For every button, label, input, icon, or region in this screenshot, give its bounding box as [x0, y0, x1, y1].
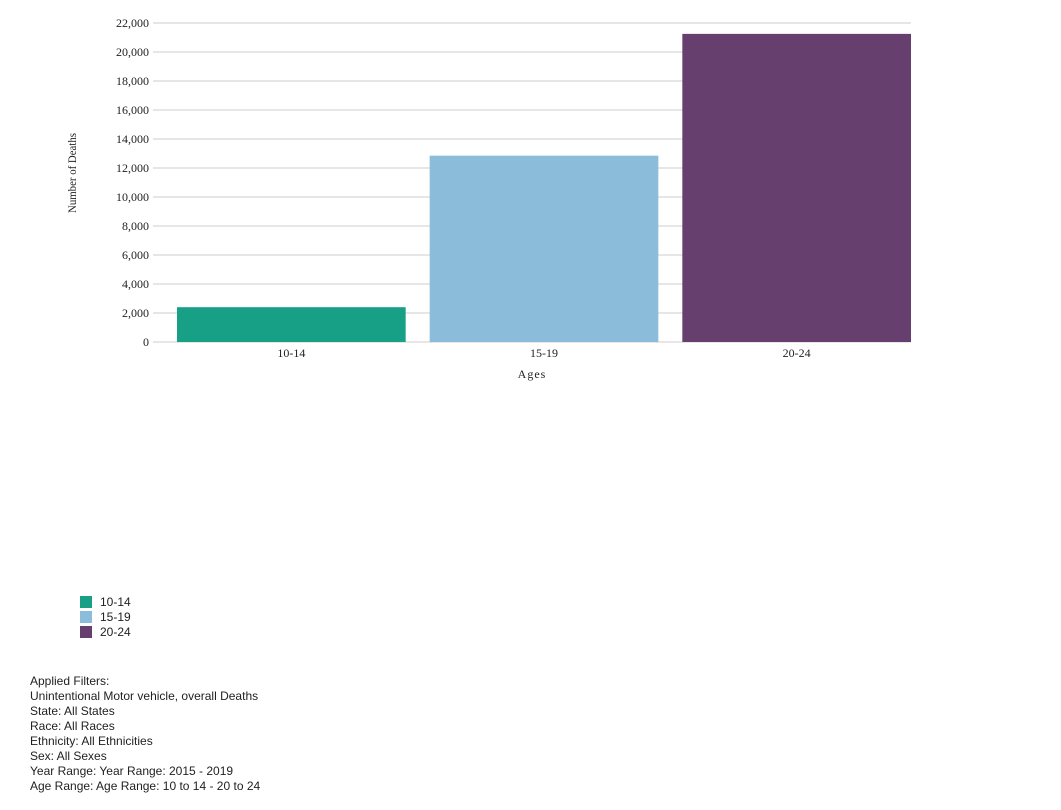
legend-item: 10-14 [80, 594, 131, 609]
filter-state: State: All States [30, 704, 115, 718]
filter-year-range: Year Range: Year Range: 2015 - 2019 [30, 764, 234, 778]
filters-heading: Applied Filters: [30, 674, 110, 688]
legend-swatch [80, 625, 92, 638]
bar-15-19 [429, 155, 659, 342]
y-tick-label: 20,000 [116, 45, 149, 59]
y-tick-label: 12,000 [116, 161, 149, 175]
x-axis-ticks: 10-14 15-19 20-24 [277, 346, 810, 360]
y-tick-label: 22,000 [116, 16, 149, 30]
legend-item: 15-19 [80, 609, 131, 624]
y-tick-label: 10,000 [116, 190, 149, 204]
bar-chart: 0 2,000 4,000 6,000 8,000 10,000 12,000 14,000 1… [65, 16, 911, 381]
legend-swatch [80, 610, 92, 623]
y-tick-label: 18,000 [116, 74, 149, 88]
y-tick-label: 0 [143, 335, 149, 349]
y-tick-label: 14,000 [116, 132, 149, 146]
legend: 10-14 15-19 20-24 [80, 594, 131, 639]
x-tick-label: 20-24 [783, 346, 811, 360]
legend-label: 20-24 [100, 624, 131, 639]
legend-swatch [80, 595, 92, 608]
bar-10-14 [177, 307, 406, 342]
filter-race: Race: All Races [30, 719, 115, 733]
y-tick-label: 2,000 [122, 306, 149, 320]
filter-age-range: Age Range: Age Range: 10 to 14 - 20 to 2… [30, 779, 261, 793]
filter-cause: Unintentional Motor vehicle, overall Dea… [30, 689, 259, 703]
filter-ethnicity: Ethnicity: All Ethnicities [30, 734, 153, 748]
x-axis-title: Ages [518, 367, 547, 381]
x-tick-label: 10-14 [277, 346, 305, 360]
bars [177, 33, 911, 342]
legend-label: 15-19 [100, 609, 131, 624]
y-tick-label: 16,000 [116, 103, 149, 117]
y-tick-label: 8,000 [122, 219, 149, 233]
filter-sex: Sex: All Sexes [30, 749, 107, 763]
x-tick-label: 15-19 [530, 346, 558, 360]
y-axis-ticks: 0 2,000 4,000 6,000 8,000 10,000 12,000 14,000 1… [116, 16, 149, 349]
y-axis-title: Number of Deaths [65, 133, 79, 213]
y-tick-label: 4,000 [122, 277, 149, 291]
applied-filters: Applied Filters: Unintentional Motor veh… [30, 674, 260, 794]
bar-20-24 [682, 33, 911, 342]
legend-item: 20-24 [80, 624, 131, 639]
y-tick-label: 6,000 [122, 248, 149, 262]
legend-label: 10-14 [100, 594, 131, 609]
